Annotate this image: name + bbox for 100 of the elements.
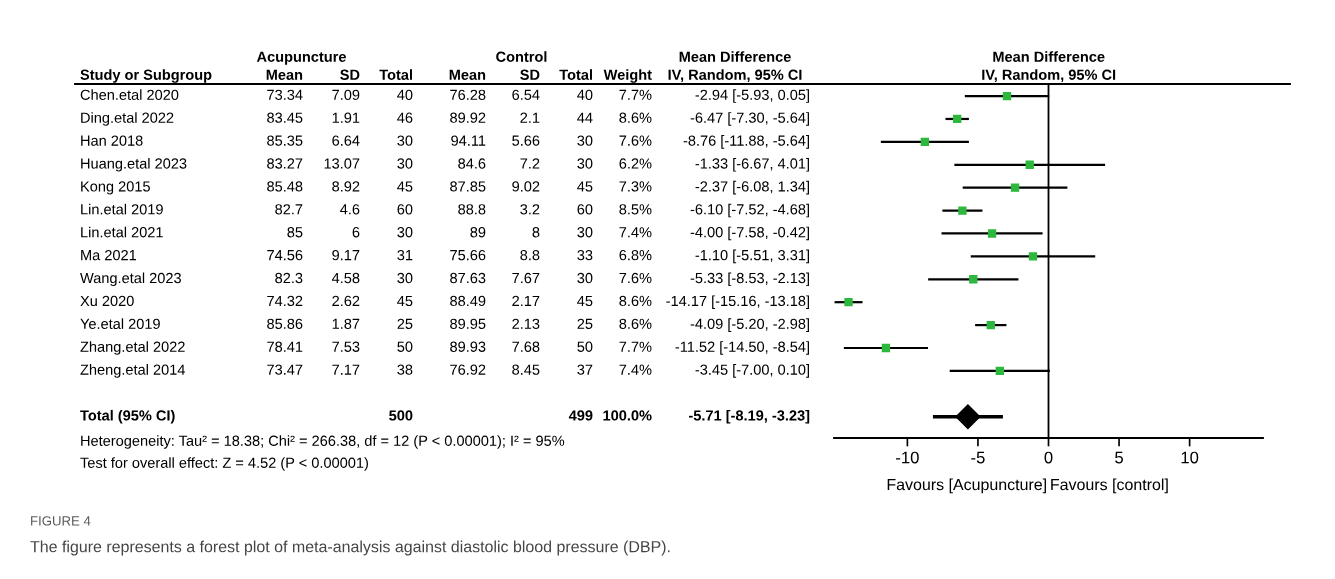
category-label: Xu 2020 [80, 295, 134, 307]
category-label: Weight [603, 69, 652, 83]
text: 8.6% [619, 318, 652, 329]
text: 85.35 [267, 135, 303, 146]
category-label: Total [559, 69, 592, 80]
text: 74.32 [267, 295, 303, 307]
text: 25 [577, 318, 593, 329]
text: -4.00 [-7.58, -0.42] [690, 226, 809, 241]
text: Control [496, 51, 547, 62]
text: -5.33 [-8.53, -2.13] [690, 272, 809, 287]
text: 33 [577, 249, 593, 261]
text: 30 [577, 227, 593, 238]
text: -11.52 [-14.50, -8.54] [675, 341, 809, 355]
text: 25 [397, 318, 413, 329]
text: 83.45 [267, 112, 303, 123]
text: 4.58 [331, 272, 360, 284]
text: 38 [397, 364, 413, 375]
text: 6 [352, 227, 360, 238]
text: 7.68 [512, 341, 540, 352]
text: 85 [287, 227, 303, 238]
text: 6.64 [332, 135, 360, 146]
text: 82.7 [275, 204, 303, 215]
text: -8.76 [-11.88, -5.64] [683, 135, 809, 149]
text: 6.2% [619, 158, 652, 169]
text: 45 [397, 181, 413, 192]
text: 8.8 [520, 249, 540, 261]
point [1002, 91, 1012, 101]
text: Acupuncture [256, 51, 346, 65]
text: -1.10 [-5.51, 3.31] [695, 249, 809, 264]
text: 1.87 [332, 318, 360, 329]
text: 7.09 [332, 89, 360, 100]
point [920, 137, 930, 147]
category-label: Wang.etal 2023 [80, 272, 181, 287]
text: 87.63 [450, 272, 486, 284]
category-label: Total [379, 69, 412, 80]
text: 30 [577, 135, 593, 146]
text: -2.94 [-5.93, 0.05] [695, 89, 809, 103]
category-label: Lin.etal 2021 [81, 226, 163, 238]
text: 45 [397, 295, 413, 307]
text: 94.11 [451, 135, 486, 146]
text: Mean Difference [679, 51, 791, 62]
text: 7.2 [520, 158, 540, 169]
point [1010, 183, 1020, 192]
text: 7.4% [619, 364, 652, 375]
category-label: Mean [449, 69, 486, 80]
point [881, 343, 891, 353]
text: 30 [397, 135, 413, 146]
text: 50 [577, 341, 593, 352]
text: 7.4% [619, 227, 652, 238]
text: Heterogeneity: Tau² = 18.38; Chi² = 266.38, df = 12 (P < 0.00001); I² = 95% [81, 435, 565, 449]
point [995, 366, 1004, 376]
text: 50 [397, 341, 413, 352]
text: 75.66 [450, 249, 486, 261]
caption: FIGURE 4 [31, 516, 91, 526]
text: Favours [control] [1051, 478, 1168, 494]
text: 3.2 [520, 204, 540, 215]
text: 78.41 [267, 341, 303, 352]
text: -1.33 [-6.67, 4.01] [695, 157, 809, 172]
text: 7.6% [619, 135, 652, 146]
point [987, 229, 997, 238]
text: 45 [577, 181, 593, 192]
text: 89.92 [450, 112, 486, 123]
text: -14.17 [-15.16, -13.18] [666, 295, 809, 309]
category-label: Zheng.etal 2014 [80, 364, 185, 378]
text: -3.45 [-7.00, 0.10] [695, 364, 809, 378]
chart-subtitle: IV, Random, 95% CI [982, 69, 1116, 83]
text: 7.17 [332, 364, 360, 375]
category-label: Huang.etal 2023 [81, 157, 187, 172]
text: 9.02 [512, 181, 540, 192]
point [986, 320, 995, 330]
text: 6.54 [512, 89, 540, 100]
text: 37 [577, 364, 593, 375]
text: 40 [577, 89, 593, 100]
text: 8.92 [332, 181, 360, 192]
x-tick-label: 5 [1115, 451, 1123, 464]
text: 45 [577, 295, 593, 307]
text: 85.86 [267, 318, 303, 329]
text: 30 [577, 272, 593, 284]
text: 1.91 [332, 112, 360, 123]
text: 4.6 [340, 204, 360, 215]
text: 13.07 [324, 158, 360, 169]
category-label: Chen.etal 2020 [80, 89, 179, 100]
category-label: SD [340, 69, 360, 80]
text: 100.0% [603, 410, 652, 421]
text: 83.27 [267, 158, 303, 169]
text: 2.1 [520, 112, 540, 123]
point [953, 114, 962, 124]
text: 46 [397, 112, 413, 123]
text: 8.6% [619, 295, 652, 307]
category-label: Mean [266, 69, 303, 80]
text: 7.7% [619, 89, 652, 100]
category-label: SD [520, 69, 540, 80]
text: -4.09 [-5.20, -2.98] [690, 318, 809, 332]
text: 82.3 [275, 272, 303, 284]
text: 89 [470, 227, 486, 238]
text: 2.13 [512, 318, 540, 329]
text: 2.17 [512, 295, 540, 306]
text: 7.3% [619, 181, 652, 192]
text: 87.85 [450, 181, 486, 192]
point [958, 206, 967, 215]
